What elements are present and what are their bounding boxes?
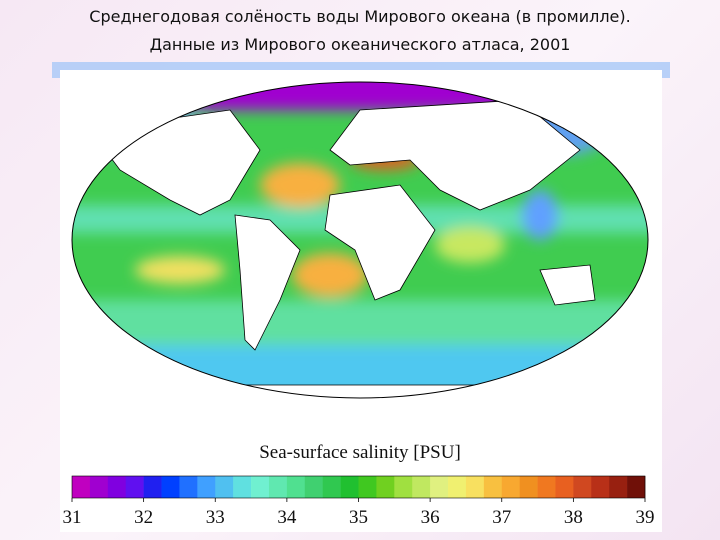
color-swatch xyxy=(412,476,431,498)
color-swatch xyxy=(537,476,556,498)
title-line: Данные из Мирового океанического атласа,… xyxy=(150,35,571,54)
color-swatch xyxy=(143,476,162,498)
tick-label: 36 xyxy=(421,507,440,528)
color-swatch xyxy=(107,476,127,498)
tick-label: 32 xyxy=(134,507,153,528)
color-swatch xyxy=(519,476,538,498)
color-swatch xyxy=(609,476,628,498)
tick-label: 37 xyxy=(492,507,511,528)
color-swatch xyxy=(233,476,252,498)
color-swatch xyxy=(72,476,91,498)
color-swatch xyxy=(322,476,341,498)
color-swatch xyxy=(268,476,288,498)
color-swatch xyxy=(501,476,520,498)
title-line: Среднегодовая солёность воды Мирового ок… xyxy=(89,7,630,26)
color-swatch xyxy=(161,476,180,498)
color-swatch xyxy=(340,476,359,498)
tick-label: 35 xyxy=(349,507,368,528)
color-swatch xyxy=(394,476,413,498)
color-swatch xyxy=(251,476,270,498)
color-swatch xyxy=(197,476,216,498)
tick-label: 34 xyxy=(277,507,297,528)
tick-label: 38 xyxy=(564,507,583,528)
color-swatch xyxy=(627,476,646,498)
color-swatch xyxy=(448,476,467,498)
color-swatch xyxy=(555,476,574,498)
color-swatch xyxy=(483,476,503,498)
color-swatch xyxy=(304,476,323,498)
color-swatch xyxy=(430,476,449,498)
color-swatch xyxy=(376,476,395,498)
color-swatch xyxy=(89,476,109,498)
color-swatch xyxy=(591,476,610,498)
color-swatch xyxy=(125,476,144,498)
color-swatch xyxy=(286,476,306,498)
color-swatch xyxy=(465,476,485,498)
tick-label: 31 xyxy=(63,507,82,528)
map-outline xyxy=(71,81,649,399)
color-swatch xyxy=(215,476,234,498)
color-swatch xyxy=(358,476,377,498)
legend-label: Sea-surface salinity [PSU] xyxy=(259,442,461,463)
tick-label: 33 xyxy=(206,507,225,528)
color-swatch xyxy=(179,476,198,498)
color-swatch xyxy=(573,476,592,498)
tick-label: 39 xyxy=(636,507,655,528)
